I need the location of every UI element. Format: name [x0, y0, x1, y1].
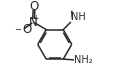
Text: +: + — [32, 14, 39, 23]
Text: NH: NH — [71, 12, 85, 22]
Text: N: N — [29, 16, 38, 29]
Text: O: O — [22, 23, 32, 36]
Text: NH₂: NH₂ — [74, 55, 93, 65]
Text: O: O — [29, 0, 38, 13]
Text: −: − — [14, 25, 21, 34]
